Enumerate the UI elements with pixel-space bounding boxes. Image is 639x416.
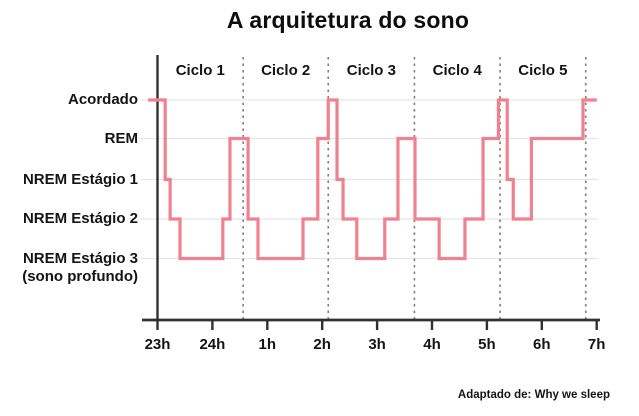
cycle-label: Ciclo 5 — [518, 62, 568, 79]
x-tick-label: 24h — [199, 336, 226, 353]
deep-sleep-subtitle: (sono profundo) — [22, 267, 138, 285]
source-caption: Adaptado de: Why we sleep — [457, 389, 610, 401]
x-tick-label: 3h — [368, 336, 386, 353]
stage-label: NREM Estágio 2 — [22, 210, 138, 227]
x-tick-label: 23h — [144, 336, 171, 353]
stage-label: Acordado — [67, 91, 138, 108]
cycle-label: Ciclo 3 — [346, 62, 396, 79]
stage-label: NREM Estágio 3 — [22, 249, 138, 267]
x-tick-label: 5h — [478, 336, 496, 353]
x-tick-label: 4h — [423, 336, 441, 353]
x-tick-label: 6h — [533, 336, 551, 353]
chart-title: A arquitetura do sono — [226, 7, 470, 33]
cycle-label: Ciclo 2 — [261, 62, 311, 79]
x-tick-label: 1h — [258, 336, 277, 353]
stage-label: NREM Estágio 1 — [22, 170, 138, 188]
hypnogram-step-line — [148, 98, 597, 261]
x-tick-label: 2h — [313, 336, 331, 353]
cycle-label: Ciclo 4 — [432, 62, 482, 79]
cycle-label: Ciclo 1 — [175, 62, 225, 79]
x-tick-label: 7h — [587, 336, 606, 353]
stage-label: REM — [104, 129, 138, 147]
